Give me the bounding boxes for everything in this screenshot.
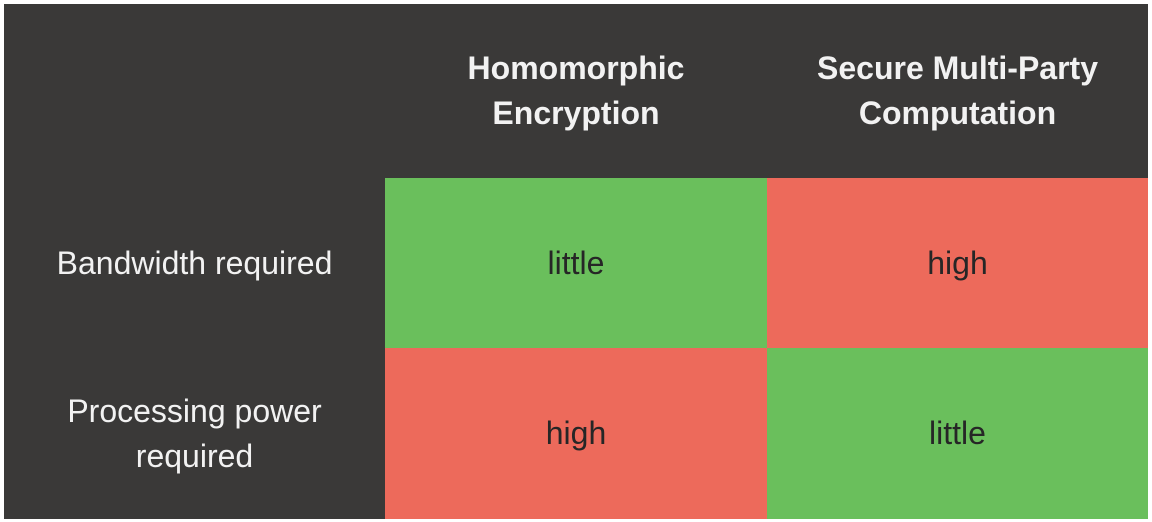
comparison-table: Homomorphic Encryption Secure Multi-Part… [4,4,1148,519]
column-header-homomorphic-encryption: Homomorphic Encryption [467,50,685,131]
row-header-processing-power: Processing power required [67,392,322,474]
row-header-bandwidth: Bandwidth required [56,244,333,281]
column-header-secure-multi-party-computation: Secure Multi-Party Computation [817,50,1098,131]
cell-bandwidth-homomorphic: little [385,178,767,348]
cell-processing-homomorphic: high [385,348,767,519]
cell-processing-mpc: little [767,348,1148,519]
cell-bandwidth-mpc: high [767,178,1148,348]
